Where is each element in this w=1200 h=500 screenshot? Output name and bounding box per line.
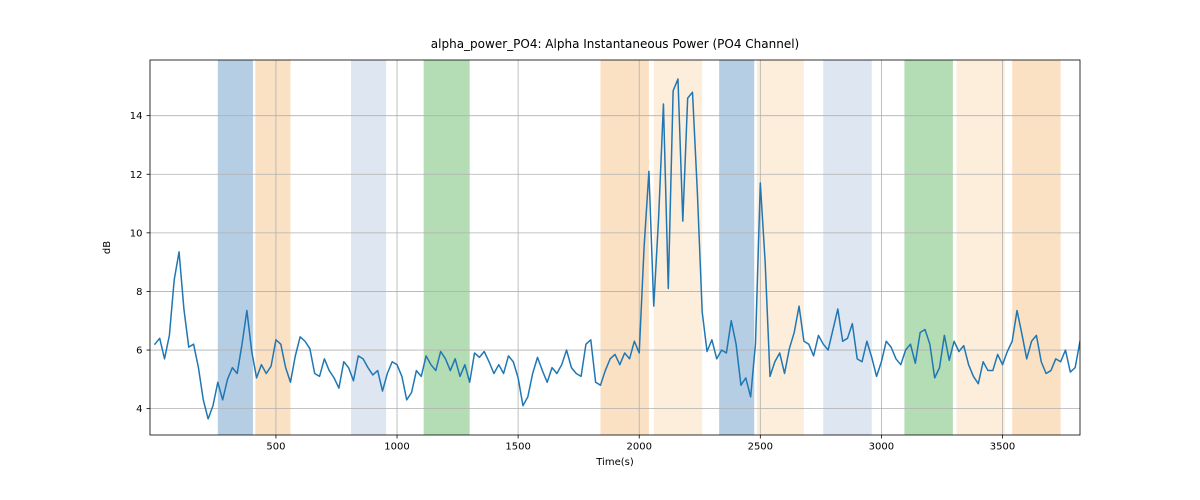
event-band: [904, 60, 952, 435]
chart-title: alpha_power_PO4: Alpha Instantaneous Pow…: [431, 37, 799, 51]
y-axis-label: dB: [102, 241, 113, 254]
ytick-label: 10: [130, 228, 143, 239]
x-axis-label: Time(s): [595, 457, 634, 468]
ytick-label: 4: [136, 404, 142, 415]
ytick-label: 12: [130, 170, 143, 181]
ytick-label: 8: [136, 287, 142, 298]
event-band: [654, 60, 702, 435]
event-band: [823, 60, 871, 435]
event-band: [351, 60, 386, 435]
event-band: [956, 60, 1004, 435]
xtick-label: 1000: [384, 442, 409, 453]
xtick-label: 3500: [990, 442, 1015, 453]
ytick-label: 14: [130, 111, 143, 122]
ytick-label: 6: [136, 346, 142, 357]
event-band: [218, 60, 253, 435]
xtick-label: 2000: [626, 442, 651, 453]
event-band: [600, 60, 648, 435]
xtick-label: 2500: [748, 442, 773, 453]
xtick-label: 1500: [505, 442, 530, 453]
event-band: [424, 60, 470, 435]
xtick-label: 500: [266, 442, 285, 453]
event-band: [719, 60, 754, 435]
chart-figure: 500 1000 1500 2000 2500 3000 3500 4 6 8 10 12 14 Time…: [0, 0, 1200, 500]
event-band: [1012, 60, 1060, 435]
chart-svg: 500 1000 1500 2000 2500 3000 3500 4 6 8 10 12 14 Time…: [0, 0, 1200, 500]
xtick-label: 3000: [869, 442, 894, 453]
event-band: [255, 60, 290, 435]
